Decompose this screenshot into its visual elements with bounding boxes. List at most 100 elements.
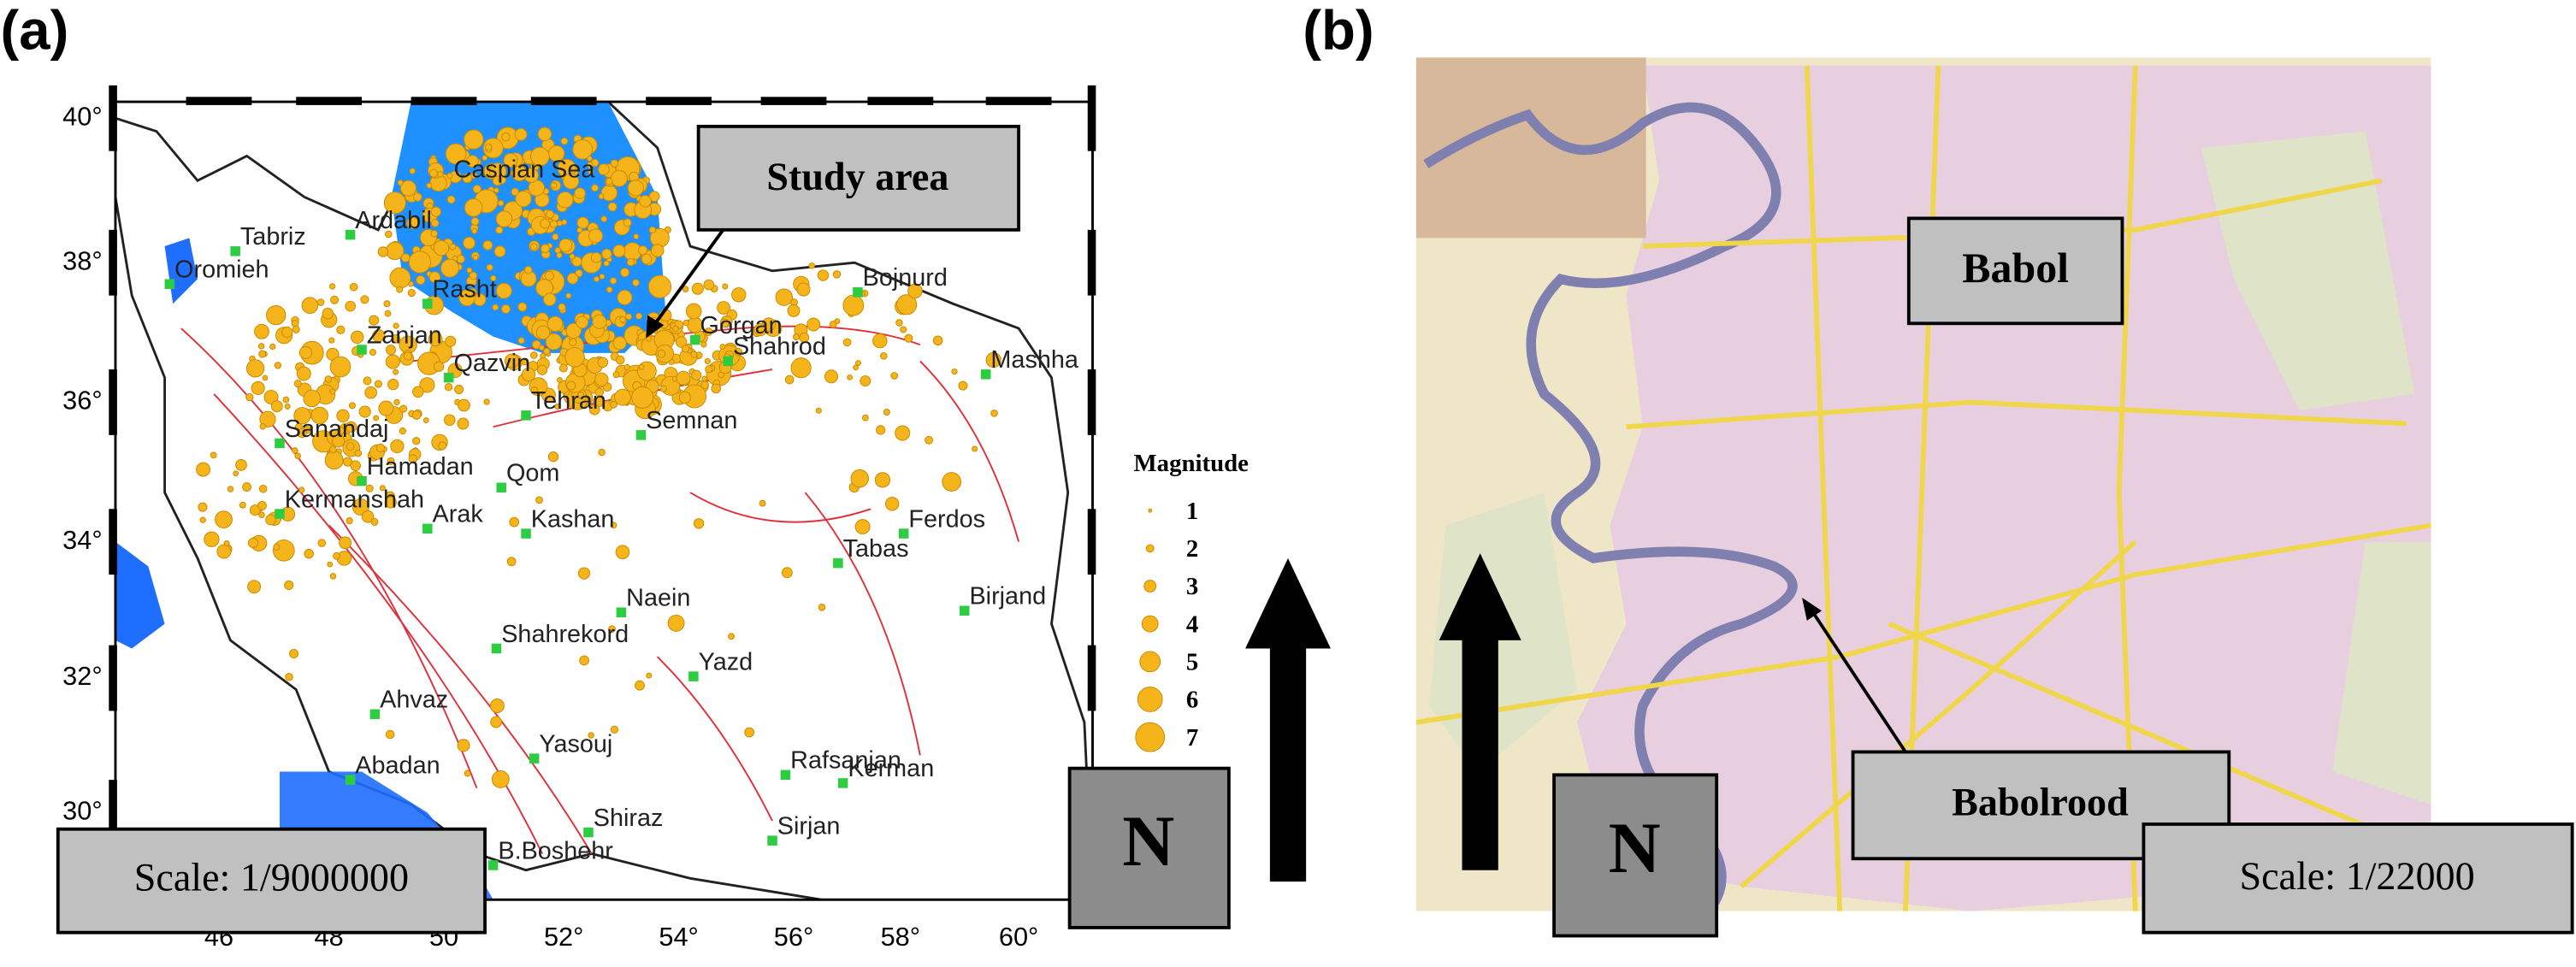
place-marker <box>898 528 909 539</box>
place-marker <box>853 287 863 298</box>
epicenter <box>348 402 356 410</box>
epicenter <box>396 286 404 293</box>
epicenter <box>635 312 643 320</box>
epicenter <box>235 459 247 471</box>
epicenter <box>324 375 332 383</box>
epicenter <box>824 369 839 384</box>
epicenter <box>792 333 801 341</box>
epicenter <box>641 253 653 265</box>
epicenter <box>428 271 441 283</box>
place-label: Zanjan <box>367 321 442 349</box>
place-marker <box>521 528 531 539</box>
epicenter <box>985 351 1001 369</box>
epicenter <box>576 216 589 229</box>
epicenter <box>531 339 541 350</box>
lon-tick-label: 60° <box>999 922 1038 952</box>
seismic-map: Caspian Sea Tabriz Oromieh Ardabil Rasht Zanj… <box>115 102 1093 900</box>
epicenter <box>883 408 890 416</box>
epicenter <box>419 377 435 393</box>
tick-bar <box>1087 645 1096 711</box>
epicenter <box>259 423 266 430</box>
epicenter <box>365 484 374 492</box>
epicenter <box>292 325 300 333</box>
epicenter <box>445 143 467 165</box>
epicenter <box>610 522 617 529</box>
place-marker <box>529 753 540 764</box>
epicenter <box>672 325 679 333</box>
legend-marker <box>1137 687 1163 712</box>
epicenter <box>258 511 265 519</box>
epicenter <box>521 367 536 382</box>
epicenter <box>538 345 545 351</box>
tick-bar <box>867 97 934 105</box>
epicenter <box>530 243 538 251</box>
epicenter <box>544 270 554 281</box>
epicenter <box>346 516 353 525</box>
epicenter <box>588 732 594 739</box>
epicenter <box>384 230 393 239</box>
epicenter <box>297 427 307 439</box>
place-marker <box>422 523 433 534</box>
epicenter <box>336 427 346 435</box>
epicenter <box>685 303 702 320</box>
epicenter <box>497 199 505 207</box>
epicenter <box>648 226 657 234</box>
epicenter <box>346 421 357 433</box>
river-label: Babolrood <box>1952 780 2129 823</box>
epicenter <box>416 274 426 286</box>
epicenter <box>600 215 608 222</box>
epicenter <box>407 288 416 298</box>
epicenter <box>552 233 559 241</box>
epicenter <box>466 267 473 274</box>
epicenter <box>482 155 488 162</box>
epicenter <box>566 273 579 285</box>
epicenter <box>599 273 606 280</box>
epicenter <box>317 539 327 547</box>
fault <box>689 492 871 523</box>
epicenter <box>511 165 528 182</box>
epicenter <box>717 301 730 315</box>
epicenter <box>876 425 886 435</box>
epicenter <box>990 409 998 417</box>
epicenter <box>560 137 569 145</box>
north-text: N <box>1122 802 1174 882</box>
epicenter <box>408 454 417 463</box>
epicenter <box>216 544 232 559</box>
epicenter <box>615 355 625 365</box>
epicenter <box>493 245 506 257</box>
legend-marker <box>1141 615 1159 633</box>
epicenter <box>303 389 321 408</box>
epicenter <box>546 209 554 219</box>
fault <box>328 524 593 855</box>
road <box>1888 622 2431 857</box>
road <box>1415 522 2431 725</box>
epicenter <box>563 173 580 190</box>
place-label: Naein <box>626 585 690 612</box>
epicenter <box>610 400 618 409</box>
epicenter <box>316 298 325 306</box>
tick-bar <box>1087 369 1096 435</box>
epicenter <box>842 294 865 316</box>
place-marker <box>345 229 356 240</box>
epicenter <box>558 363 568 373</box>
epicenter <box>850 469 869 488</box>
place-marker <box>688 671 699 681</box>
epicenter <box>374 380 382 388</box>
epicenter <box>484 143 493 151</box>
road <box>1626 399 2407 430</box>
epicenter <box>753 323 767 337</box>
lat-tick-label: 36° <box>62 386 102 416</box>
epicenter <box>847 374 853 380</box>
place-label: Oromieh <box>174 256 269 284</box>
epicenter <box>615 545 630 560</box>
epicenter <box>515 191 532 208</box>
epicenter <box>273 539 295 562</box>
tick-bar <box>109 780 117 846</box>
epicenter <box>657 349 666 358</box>
epicenter <box>393 322 399 329</box>
epicenter <box>557 191 574 209</box>
epicenter <box>861 414 869 422</box>
epicenter <box>346 442 355 451</box>
epicenter <box>691 282 704 295</box>
epicenter <box>399 427 406 435</box>
